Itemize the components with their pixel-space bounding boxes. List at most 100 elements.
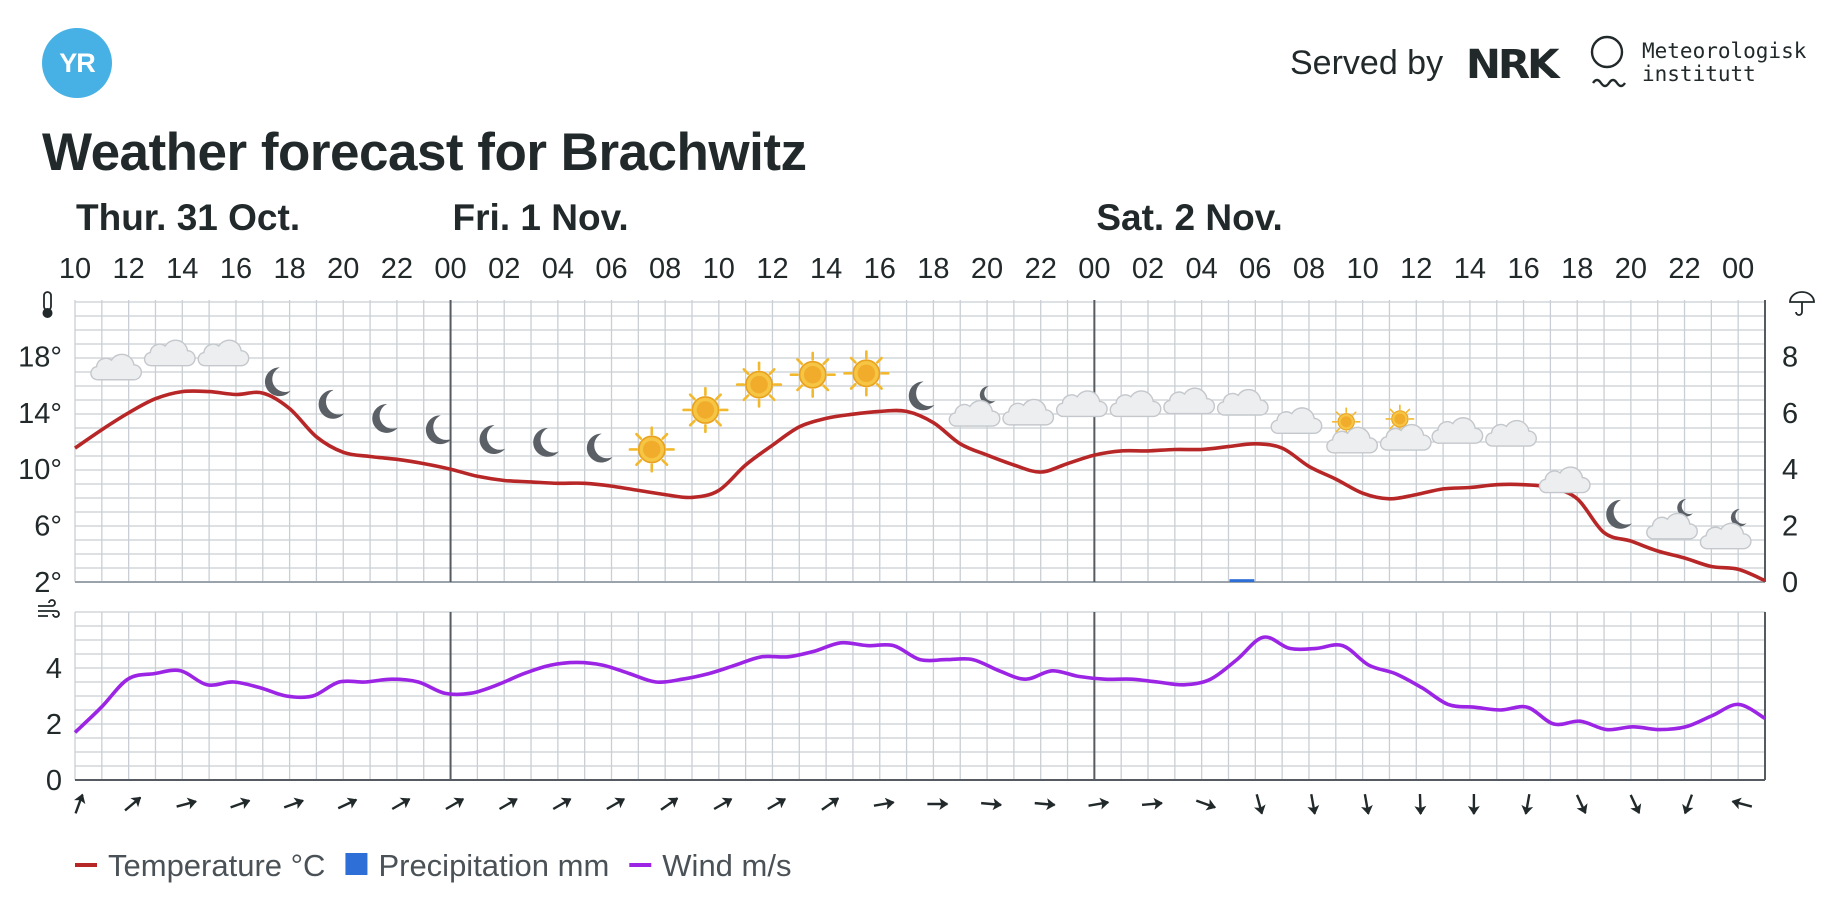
cloud-shape xyxy=(1270,407,1323,435)
wind-direction-arrow xyxy=(552,797,572,811)
arrow-head xyxy=(399,797,411,809)
arrow-head xyxy=(1682,803,1694,815)
sun-icon xyxy=(735,361,783,408)
hour-tick-label: 20 xyxy=(1615,253,1647,285)
umbrella-handle xyxy=(1795,302,1803,316)
hour-tick-label: 12 xyxy=(1400,253,1432,285)
day-label: Thur. 31 Oct. xyxy=(76,197,300,238)
hour-tick-label: 14 xyxy=(810,253,842,285)
met-logo-text: Meteorologisk institutt xyxy=(1642,39,1807,86)
moon-icon xyxy=(479,425,506,454)
hour-tick-label: 04 xyxy=(542,253,574,285)
hour-tick-label: 14 xyxy=(166,253,198,285)
day-label: Fri. 1 Nov. xyxy=(453,197,629,238)
legend-label: Wind m/s xyxy=(662,848,791,883)
arrow-head xyxy=(1153,797,1163,810)
temp-axis-tick: 10° xyxy=(18,454,62,486)
cloudy-icon xyxy=(1002,398,1055,426)
cloudy-icon xyxy=(1485,419,1538,447)
cloudy-icon xyxy=(1538,466,1591,494)
wind-direction-arrow xyxy=(1731,797,1753,810)
wind-direction-arrow xyxy=(821,797,840,811)
cloud-shape xyxy=(1699,522,1752,550)
met-institute-logo[interactable]: Meteorologisk institutt xyxy=(1642,40,1823,86)
arrow-head xyxy=(828,797,840,808)
wind-direction-arrow xyxy=(391,797,411,811)
cloudy-icon xyxy=(1109,390,1162,418)
moon-icon xyxy=(425,415,452,445)
hour-tick-label: 08 xyxy=(1293,253,1325,285)
arrow-head xyxy=(1361,804,1373,815)
moon-shape xyxy=(586,433,613,463)
cloud-shape xyxy=(1216,388,1269,416)
cloud-shape xyxy=(1326,426,1379,454)
wind-icon-lines xyxy=(38,599,60,618)
thermometer-icon xyxy=(42,291,53,318)
hour-tick-label: 18 xyxy=(917,253,949,285)
wind-axis-tick: 0 xyxy=(46,765,62,797)
wind-direction-arrow xyxy=(927,798,949,810)
umbrella-icon xyxy=(1789,291,1815,316)
wind-direction-arrow xyxy=(767,797,787,811)
nrk-logo[interactable]: NRK xyxy=(1465,42,1560,88)
wind-direction-arrow xyxy=(1254,794,1266,815)
hour-tick-label: 00 xyxy=(434,253,466,285)
sun-shape xyxy=(843,350,890,397)
legend-label: Precipitation mm xyxy=(378,848,609,883)
arrow-head xyxy=(74,793,86,805)
wind-line xyxy=(73,635,1766,734)
precip-axis-tick: 0 xyxy=(1782,567,1798,599)
wind-direction-arrow xyxy=(176,797,197,810)
arrow-head xyxy=(1576,803,1588,814)
arrow-head xyxy=(1467,806,1480,815)
sun-shape xyxy=(735,361,783,408)
wind-direction-arrow xyxy=(74,793,86,814)
arrow-head xyxy=(1254,804,1266,815)
arrow-head xyxy=(1046,798,1056,811)
wind-direction-arrow xyxy=(606,797,626,811)
moon-icon xyxy=(1606,499,1632,529)
cloud-shape xyxy=(1538,466,1591,494)
arrow-head xyxy=(1099,797,1110,810)
arrow-head xyxy=(1630,803,1642,814)
hour-tick-label: 10 xyxy=(59,253,91,285)
cloud-shape xyxy=(948,399,1001,427)
arrow-head xyxy=(346,797,358,809)
hour-tick-label: 14 xyxy=(1454,253,1486,285)
wind-direction-arrow xyxy=(1467,794,1480,815)
precip-axis-tick: 2 xyxy=(1782,511,1798,543)
arrow-head xyxy=(293,797,304,809)
hour-tick-label: 02 xyxy=(1132,253,1164,285)
arrow-head xyxy=(992,798,1003,811)
arrow-head xyxy=(939,798,949,810)
arrow-head xyxy=(1414,805,1427,815)
wind-direction-arrow xyxy=(1034,798,1056,811)
wind-icon xyxy=(38,599,60,618)
hour-tick-label: 12 xyxy=(756,253,788,285)
cloudy-icon xyxy=(1163,387,1216,415)
arrow-head xyxy=(1205,799,1217,811)
hour-tick-label: 16 xyxy=(1507,253,1539,285)
cloud-shape xyxy=(1431,417,1484,444)
yr-logo[interactable]: YR xyxy=(42,28,112,98)
thermometer-tube xyxy=(43,291,52,311)
day-label: Sat. 2 Nov. xyxy=(1096,197,1282,238)
sun-icon xyxy=(682,386,729,434)
legend-label: Temperature °C xyxy=(108,848,325,883)
arrow-head xyxy=(775,797,787,809)
hour-tick-label: 04 xyxy=(1186,253,1218,285)
wind-direction-arrow xyxy=(445,797,465,811)
sun-shape xyxy=(789,351,836,398)
wind-direction-arrow xyxy=(1088,797,1110,810)
wind-direction-arrow xyxy=(124,796,142,812)
temp-axis-tick: 18° xyxy=(18,341,62,373)
arrow-head xyxy=(560,797,572,809)
wind-direction-arrow xyxy=(1141,797,1163,810)
wind-direction-arrow xyxy=(1521,793,1534,815)
temp-axis-tick: 6° xyxy=(34,511,62,543)
hour-tick-label: 02 xyxy=(488,253,520,285)
hour-tick-label: 16 xyxy=(864,253,896,285)
thermometer-bulb xyxy=(42,308,53,318)
wind-direction-arrow xyxy=(873,797,895,810)
arrow-head xyxy=(186,797,197,810)
